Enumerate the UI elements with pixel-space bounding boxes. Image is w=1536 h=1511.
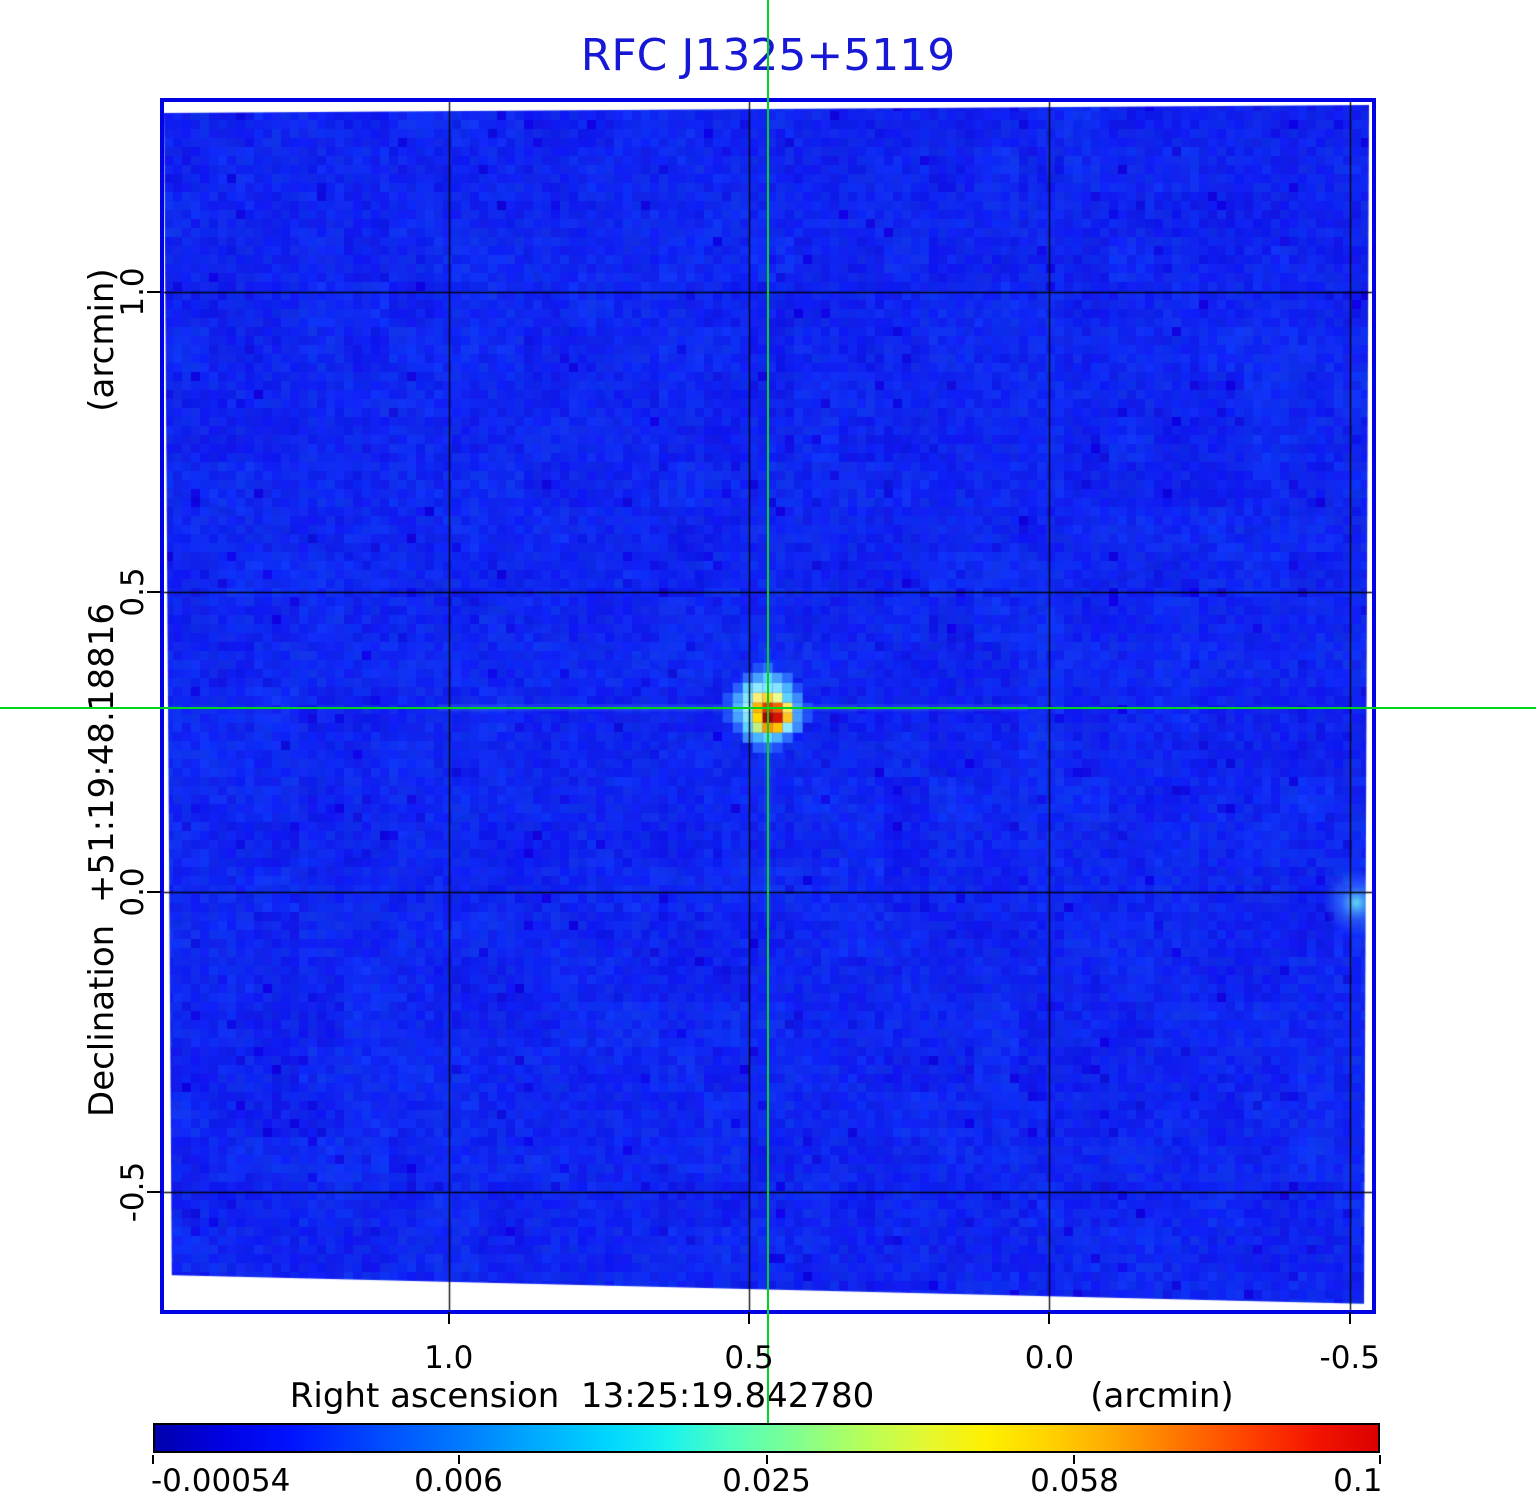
colorbar-tick [152,1455,154,1464]
x-tick-label: 0.5 [724,1340,774,1376]
colorbar-tick [457,1455,460,1464]
colorbar-tick-label: -0.00054 [151,1463,291,1499]
y-axis-tick [147,291,161,294]
colorbar-tick-label: 0.006 [414,1463,503,1499]
y-tick-label: 1.0 [115,267,151,317]
colorbar-gradient [155,1425,1378,1451]
y-tick-label: -0.5 [115,1161,151,1223]
x-axis-tick [1048,1312,1051,1324]
y-tick-label: 0.0 [115,867,151,917]
y-axis-title: Declination +51:19:48.18816 [82,603,122,1117]
colorbar [153,1423,1380,1453]
x-axis-tick [748,1312,751,1324]
page-title: RFC J1325+5119 [580,30,956,81]
colorbar-tick [1379,1455,1381,1464]
colorbar-tick-label: 0.1 [1333,1463,1383,1499]
y-tick-label: 0.5 [115,567,151,617]
x-tick-label: -0.5 [1319,1340,1381,1376]
x-tick-label: 0.0 [1024,1340,1075,1376]
y-axis-tick [147,1190,161,1193]
x-axis-tick [1348,1312,1351,1324]
colorbar-tick-label: 0.025 [722,1463,811,1499]
x-tick-label: 1.0 [424,1340,474,1376]
colorbar-tick [1073,1455,1076,1464]
x-axis-tick [447,1312,450,1324]
colorbar-tick-label: 0.058 [1030,1463,1119,1499]
colorbar-tick [765,1455,768,1464]
crosshair-vertical-line [767,0,769,1423]
y-axis-tick [147,591,161,594]
x-axis-title: Right ascension 13:25:19.842780 [289,1376,875,1416]
x-axis-unit-label: (arcmin) [1090,1376,1234,1416]
y-axis-tick [147,890,161,893]
